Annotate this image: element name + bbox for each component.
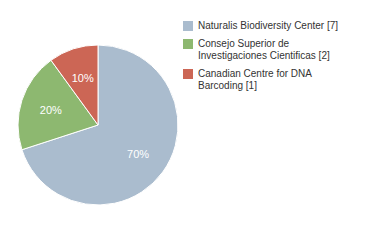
html-text:Investigaciones Cientificas [2: Investigaciones Cientificas [2] (198, 50, 330, 61)
svg-text:10%: 10% (72, 72, 94, 84)
html-text:Barcoding [1]: Barcoding [1] (198, 80, 257, 91)
svg-text:70%: 70% (127, 148, 149, 160)
html-text:Consejo Superior de: Consejo Superior de (198, 38, 290, 49)
svg-text:20%: 20% (40, 104, 62, 116)
html-text:Canadian Centre for DNA: Canadian Centre for DNA (198, 68, 312, 79)
html-text:Naturalis Biodiversity Center: Naturalis Biodiversity Center [7] (198, 20, 339, 31)
